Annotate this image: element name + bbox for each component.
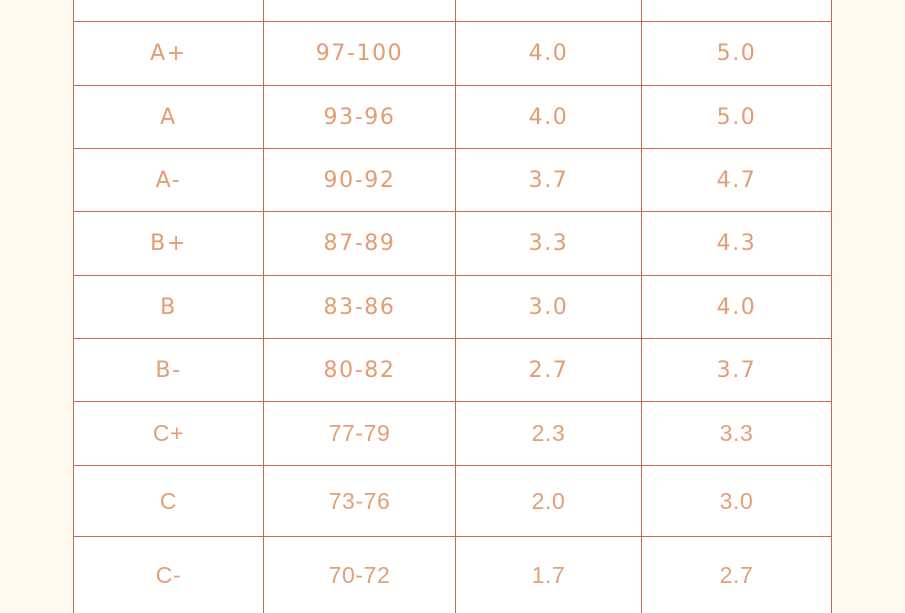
percent-range-cell: 83-86 (263, 275, 456, 339)
gpa-scale4-cell: 4.0 (455, 85, 642, 149)
table-row: B+ 87-89 3.3 4.3 (73, 211, 832, 276)
gpa-scale4-cell: 2.0 (455, 465, 642, 537)
gpa-scale5-cell: 2.7 (641, 536, 832, 613)
table-row: A- 90-92 3.7 4.7 (73, 148, 832, 212)
gpa-scale5-cell: 5.0 (641, 21, 832, 86)
gpa-scale5-cell: 3.7 (641, 338, 832, 402)
gpa-scale5-cell: 4.7 (641, 148, 832, 212)
grade-cell: C+ (73, 401, 264, 466)
gpa-scale5-cell: 4.3 (641, 211, 832, 276)
grade-cell: A (73, 85, 264, 149)
grading-scale-table: A+ 97-100 4.0 5.0 A 93-96 4.0 5.0 A- 90-92 3.7 4.7 B… (73, 0, 832, 613)
table-row: B- 80-82 2.7 3.7 (73, 338, 832, 402)
gpa-scale4-cell: 4.0 (455, 21, 642, 86)
grading-scale-table-body: A+ 97-100 4.0 5.0 A 93-96 4.0 5.0 A- 90-92 3.7 4.7 B… (73, 0, 832, 613)
gpa-scale4-cell: 3.3 (455, 211, 642, 276)
header-cell (263, 0, 456, 22)
grade-cell: C (73, 465, 264, 537)
grade-cell: B- (73, 338, 264, 402)
grade-cell: C- (73, 536, 264, 613)
gpa-scale4-cell: 3.7 (455, 148, 642, 212)
clipped-header-row (73, 0, 832, 22)
grade-cell: A+ (73, 21, 264, 86)
percent-range-cell: 70-72 (263, 536, 456, 613)
table-row: B 83-86 3.0 4.0 (73, 275, 832, 339)
percent-range-cell: 73-76 (263, 465, 456, 537)
table-row: C+ 77-79 2.3 3.3 (73, 401, 832, 466)
table-row: C 73-76 2.0 3.0 (73, 465, 832, 537)
table-row: A+ 97-100 4.0 5.0 (73, 21, 832, 86)
grade-cell: A- (73, 148, 264, 212)
grade-cell: B+ (73, 211, 264, 276)
percent-range-cell: 87-89 (263, 211, 456, 276)
gpa-scale5-cell: 4.0 (641, 275, 832, 339)
grade-cell: B (73, 275, 264, 339)
gpa-scale4-cell: 2.3 (455, 401, 642, 466)
gpa-scale4-cell: 3.0 (455, 275, 642, 339)
table-row: A 93-96 4.0 5.0 (73, 85, 832, 149)
percent-range-cell: 80-82 (263, 338, 456, 402)
percent-range-cell: 77-79 (263, 401, 456, 466)
gpa-scale5-cell: 5.0 (641, 85, 832, 149)
header-cell (455, 0, 642, 22)
gpa-scale5-cell: 3.0 (641, 465, 832, 537)
gpa-scale4-cell: 2.7 (455, 338, 642, 402)
table-row: C- 70-72 1.7 2.7 (73, 536, 832, 613)
percent-range-cell: 90-92 (263, 148, 456, 212)
header-cell (641, 0, 832, 22)
percent-range-cell: 97-100 (263, 21, 456, 86)
header-cell (73, 0, 264, 22)
percent-range-cell: 93-96 (263, 85, 456, 149)
gpa-scale5-cell: 3.3 (641, 401, 832, 466)
gpa-scale4-cell: 1.7 (455, 536, 642, 613)
